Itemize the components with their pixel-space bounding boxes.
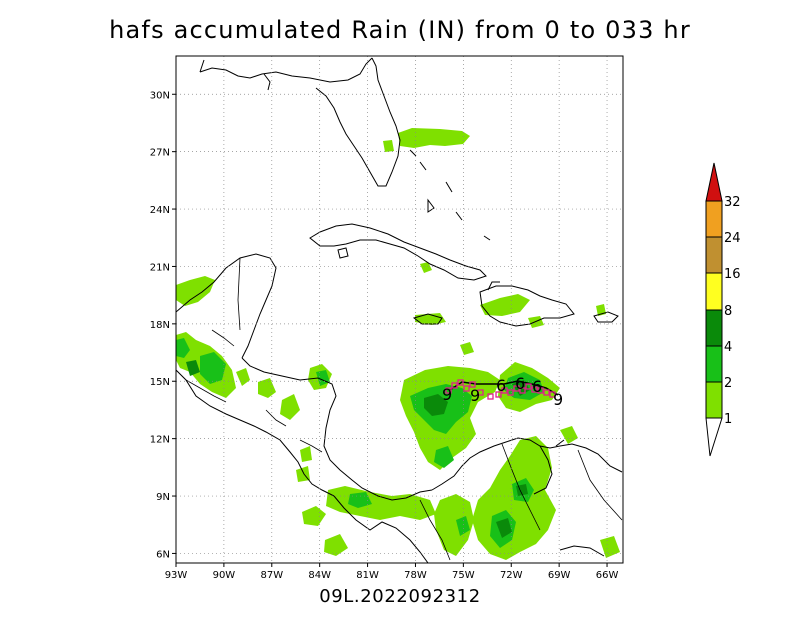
colorbar-swatch (706, 237, 722, 273)
lat-tick-label: 9N (156, 492, 170, 503)
run-id-label: 09L.2022092312 (319, 586, 481, 607)
colorbar-swatch (706, 382, 722, 418)
lon-tick-label: 84W (308, 570, 331, 581)
chart-title: hafs accumulated Rain (IN) from 0 to 033… (109, 16, 691, 44)
map-frame (175, 55, 624, 564)
lat-tick-label: 30N (150, 90, 170, 101)
colorbar-swatch (706, 346, 722, 382)
longitude-ticks: 93W 90W 87W 84W 81W 78W 75W 72W 69W 66W (165, 563, 619, 581)
track-symbol: 6 (515, 374, 525, 393)
lon-tick-label: 87W (260, 570, 283, 581)
track-symbol: 9 (553, 390, 563, 409)
latitude-ticks: 6N 9N 12N 15N 18N 21N 24N 27N 30N (150, 90, 176, 560)
colorbar-label: 4 (724, 340, 732, 355)
lat-tick-label: 21N (150, 262, 170, 273)
lon-tick-label: 90W (213, 570, 236, 581)
colorbar-swatch (706, 310, 722, 346)
lat-tick-label: 27N (150, 148, 170, 159)
colorbar: 1 2 4 8 16 24 32 (705, 162, 741, 457)
lat-tick-label: 18N (150, 320, 170, 331)
colorbar-label: 8 (724, 304, 732, 319)
lon-tick-label: 69W (548, 570, 571, 581)
track-symbol: 9 (470, 386, 480, 405)
graticule (175, 56, 623, 563)
lon-tick-label: 78W (404, 570, 427, 581)
colorbar-swatch (706, 273, 722, 310)
colorbar-label: 16 (724, 267, 741, 282)
rainfall-shading (176, 128, 620, 560)
lat-tick-label: 12N (150, 435, 170, 446)
colorbar-label: 32 (724, 195, 741, 210)
colorbar-arrow-top (706, 163, 722, 201)
lon-tick-label: 72W (500, 570, 523, 581)
track-symbol: 9 (442, 385, 452, 404)
country-borders (185, 257, 623, 561)
coastlines (176, 57, 623, 563)
track-symbol: 6 (496, 376, 506, 395)
lat-tick-label: 15N (150, 377, 170, 388)
track-symbol: 6 (532, 377, 542, 396)
lon-tick-label: 75W (452, 570, 475, 581)
colorbar-swatch (706, 201, 722, 237)
lat-tick-label: 6N (156, 549, 170, 560)
colorbar-label: 2 (724, 376, 732, 391)
lon-tick-label: 81W (356, 570, 379, 581)
colorbar-label: 1 (724, 412, 732, 427)
lat-tick-label: 24N (150, 205, 170, 216)
lon-tick-label: 66W (596, 570, 619, 581)
storm-track: 9 6 9 6 6 9 (442, 374, 563, 409)
lon-tick-label: 93W (165, 570, 188, 581)
colorbar-label: 24 (724, 231, 741, 246)
